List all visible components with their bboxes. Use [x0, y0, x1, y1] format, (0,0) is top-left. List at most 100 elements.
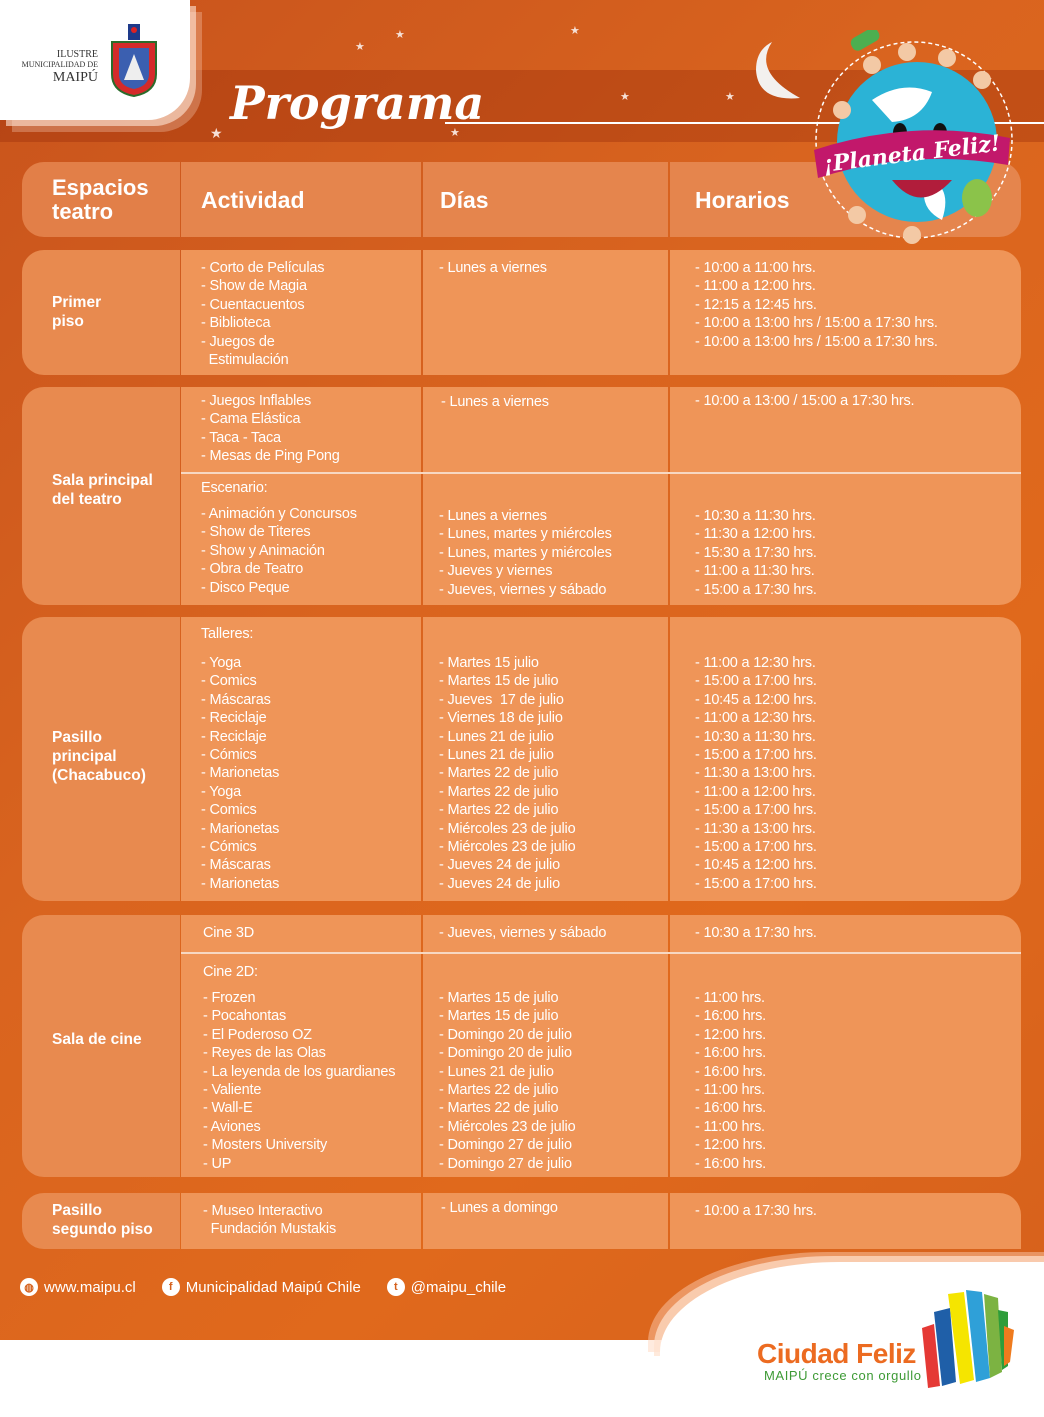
list-item: - 10:30 a 11:30 hrs. — [695, 508, 816, 524]
list-item: - Cómics — [201, 839, 257, 856]
ciudad-feliz-logo-text: Ciudad Feliz — [757, 1338, 916, 1369]
website-link[interactable]: ◍ www.maipu.cl — [20, 1278, 136, 1296]
activity-list: - Juegos Inflables - Cama Elástica - Taca … — [201, 392, 340, 466]
list-item: - Show de Magia — [201, 278, 307, 295]
list-item: - Cama Elástica — [201, 411, 301, 428]
times-list: - 10:00 a 13:00 / 15:00 a 17:30 hrs. — [695, 392, 915, 410]
list-item: - 16:00 hrs. — [695, 1155, 766, 1172]
list-item: - Reyes de las Olas — [203, 1045, 326, 1062]
list-item: - Lunes 21 de julio — [439, 728, 554, 745]
planeta-feliz-logo: ¡Planeta Feliz! — [814, 30, 1013, 244]
header-dias: Días — [440, 187, 489, 213]
list-item: - El Poderoso OZ — [203, 1026, 312, 1043]
header-actividad: Actividad — [201, 187, 305, 213]
moon-icon — [756, 42, 800, 99]
list-item: - Martes 22 de julio — [439, 1100, 559, 1117]
list-item: - 11:00 a 12:00 hrs. — [695, 278, 816, 295]
list-item: - 11:00 hrs. — [695, 990, 765, 1006]
list-item: - Yoga — [201, 783, 241, 800]
section-primer-piso: Primer piso - Corto de Películas - Show d… — [22, 250, 1021, 375]
times-list: - 10:00 a 11:00 hrs. - 11:00 a 12:00 hrs.… — [695, 259, 938, 351]
list-item: - 10:45 a 12:00 hrs. — [695, 857, 817, 874]
list-item: - Comics — [201, 673, 257, 690]
list-item: - Lunes a viernes — [439, 260, 547, 276]
list-item: - Marionetas — [201, 765, 280, 782]
activity-list: - Animación y Concursos - Show de Titeres… — [201, 505, 357, 597]
days-list: - Lunes a domingo — [441, 1199, 558, 1217]
list-item: - Viernes 18 de julio — [439, 710, 563, 727]
list-item: - 11:00 hrs. — [695, 1082, 765, 1099]
times-list: - 11:00 hrs. - 16:00 hrs. - 12:00 hrs. - 16… — [695, 989, 766, 1173]
activity-list: - Frozen - Pocahontas - El Poderoso OZ - Re… — [203, 989, 396, 1173]
facebook-text: Municipalidad Maipú Chile — [185, 1278, 361, 1296]
list-item: - 16:00 hrs. — [695, 1063, 766, 1080]
section-label: Primer piso — [52, 294, 102, 330]
list-item: - Marionetas — [201, 875, 280, 892]
list-item: - Jueves, viernes y sábado — [439, 925, 607, 941]
list-item: - Disco Peque — [201, 579, 290, 596]
list-item: - 15:00 a 17:00 hrs. — [695, 673, 817, 690]
list-item: - 15:00 a 17:00 hrs. — [695, 747, 817, 764]
facebook-link[interactable]: f Municipalidad Maipú Chile — [161, 1278, 361, 1296]
list-item: - Miércoles 23 de julio — [439, 839, 576, 856]
twitter-link[interactable]: t @maipu_chile — [386, 1278, 506, 1296]
list-item: - 11:30 a 13:00 hrs. — [695, 820, 816, 837]
list-item: - Frozen — [203, 990, 256, 1006]
list-item: - Martes 22 de julio — [439, 802, 559, 819]
list-item: - 11:00 a 11:30 hrs. — [695, 563, 815, 580]
times-list: - 11:00 a 12:30 hrs. - 15:00 a 17:00 hrs.… — [695, 654, 817, 893]
list-item: - Jueves, viernes y sábado — [439, 581, 607, 598]
list-item: - Domingo 20 de julio — [439, 1026, 572, 1043]
star-icon: ★ — [620, 91, 630, 103]
facebook-icon: f — [161, 1278, 180, 1296]
days-list: - Martes 15 de julio - Martes 15 de julio… — [439, 989, 576, 1173]
header-espacios: Espacios teatro — [52, 175, 149, 224]
list-item: - Valiente — [203, 1082, 262, 1099]
times-list: - 10:00 a 17:30 hrs. — [695, 1202, 817, 1220]
list-item: - 12:00 hrs. — [695, 1026, 766, 1043]
social-footer: ◍ www.maipu.cl f Municipalidad Maipú Chile… — [0, 1276, 512, 1298]
list-item: - 16:00 hrs. — [695, 1008, 766, 1025]
list-item: - Cuentacuentos — [201, 296, 305, 313]
list-item: - 15:30 a 17:30 hrs. — [695, 544, 817, 561]
list-item: - Martes 22 de julio — [439, 765, 559, 782]
star-icon: ★ — [395, 29, 405, 41]
star-icon: ★ — [450, 127, 460, 139]
list-item: - Martes 15 de julio — [439, 1008, 559, 1025]
times-list: - 10:30 a 17:30 hrs. — [695, 924, 817, 942]
days-list: - Lunes a viernes - Lunes, martes y miérc… — [439, 507, 612, 599]
list-item: - 10:00 a 17:30 hrs. — [695, 1203, 817, 1219]
list-item: - Mosters University — [203, 1137, 328, 1154]
list-item: - 15:00 a 17:30 hrs. — [695, 581, 817, 598]
list-item: - Juegos Inflables — [201, 393, 312, 409]
section-label: Sala principal del teatro — [52, 472, 153, 508]
days-list: - Martes 15 julio - Martes 15 de julio - J… — [439, 654, 576, 893]
list-item: - Domingo 20 de julio — [439, 1045, 572, 1062]
list-item: - Jueves y viernes — [439, 563, 553, 580]
activity-list: - Corto de Películas - Show de Magia - Cue… — [201, 259, 325, 369]
list-item: - 16:00 hrs. — [695, 1045, 766, 1062]
days-list: - Lunes a viernes — [439, 259, 547, 277]
municipality-logo: ILUSTRE MUNICIPALIDAD DE MAIPÚ — [0, 0, 190, 120]
title-underline — [445, 122, 1044, 124]
section-label: Sala de cine — [52, 1031, 142, 1048]
website-text: www.maipu.cl — [44, 1278, 136, 1296]
list-item: - 11:30 a 12:00 hrs. — [695, 526, 816, 543]
list-item: - Obra de Teatro — [201, 561, 304, 578]
section-sala-cine: Sala de cine Cine 3D - Jueves, viernes y… — [22, 915, 1021, 1177]
list-item: - Martes 15 julio — [439, 655, 539, 671]
list-item: - Aviones — [203, 1118, 261, 1135]
list-item: - 10:45 a 12:00 hrs. — [695, 691, 817, 708]
crest-icon — [111, 24, 157, 98]
list-item: - Jueves 17 de julio — [439, 691, 564, 708]
subsection-heading: Talleres: — [201, 626, 254, 642]
list-item: - Martes 15 de julio — [439, 990, 559, 1006]
list-item: - 11:00 a 12:00 hrs. — [695, 783, 816, 800]
list-item: - Jueves 24 de julio — [439, 857, 560, 874]
list-item: - 10:00 a 11:00 hrs. — [695, 260, 816, 276]
list-item: - 15:00 a 17:00 hrs. — [695, 802, 817, 819]
list-item: - Marionetas — [201, 820, 280, 837]
list-item: - Mesas de Ping Pong — [201, 448, 340, 465]
list-item: - 15:00 a 17:00 hrs. — [695, 875, 817, 892]
list-item: - Lunes a domingo — [441, 1200, 558, 1216]
